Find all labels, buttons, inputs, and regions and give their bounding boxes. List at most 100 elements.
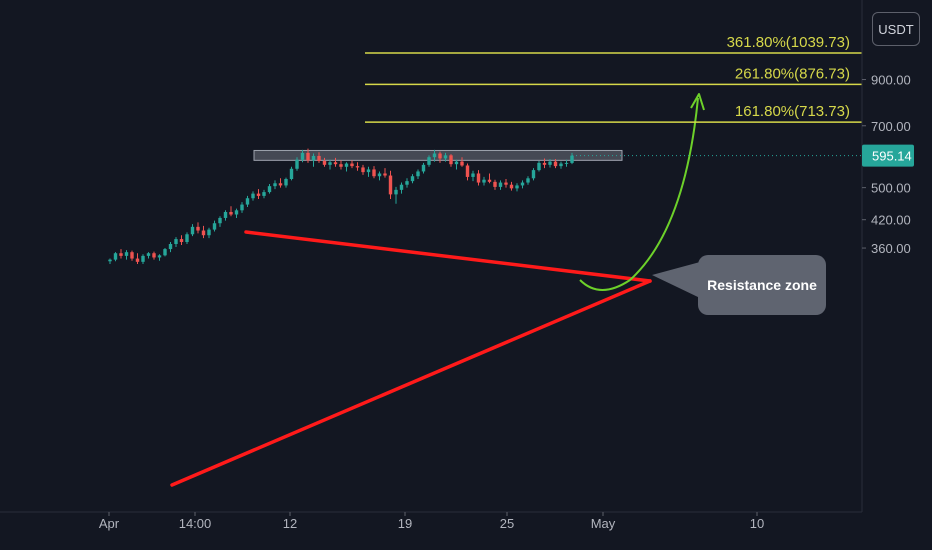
candle-body [498, 182, 503, 187]
candle-body [174, 239, 178, 245]
y-tick-label: 900.00 [871, 73, 911, 88]
candle [350, 160, 354, 169]
candle-body [471, 173, 475, 177]
candle [355, 162, 360, 171]
candle [328, 159, 332, 170]
candle [344, 162, 349, 172]
candle [240, 202, 244, 213]
candle [251, 191, 255, 201]
candle [366, 166, 371, 177]
candle [212, 220, 217, 232]
candle [223, 210, 228, 221]
candle [245, 195, 250, 208]
candle [267, 183, 272, 194]
resistance-zone-box [253, 149, 623, 161]
candle-body [113, 253, 118, 260]
candle-body [443, 155, 448, 159]
candles-layer [108, 148, 574, 265]
candle [509, 181, 514, 191]
candle-body [256, 193, 261, 196]
candle-body [251, 193, 255, 199]
candle [383, 168, 387, 178]
candle-body [509, 184, 514, 189]
candle-body [229, 211, 233, 215]
x-tick-label: Apr [99, 516, 120, 531]
candle [229, 206, 233, 217]
candle-body [542, 162, 547, 165]
candle-body [339, 164, 343, 167]
candle-body [245, 198, 250, 205]
drawings-layer [170, 93, 705, 487]
candle-body [520, 182, 525, 186]
candle [449, 154, 453, 167]
candle [361, 164, 365, 175]
candle [559, 161, 563, 169]
candle-body [438, 153, 442, 159]
candle [416, 169, 420, 180]
axes-layer: 360.00 420.00 500.00 700.00 900.00 Apr 14:00 12… [0, 0, 914, 531]
candle [542, 158, 547, 169]
candle [388, 170, 393, 200]
candle [295, 157, 299, 171]
candle [146, 252, 151, 259]
candle [168, 242, 173, 253]
candle-body [267, 186, 272, 193]
candle [179, 235, 184, 246]
candle-body [328, 162, 332, 165]
candle-body [432, 153, 437, 158]
candle-body [416, 171, 420, 177]
candle-body [388, 175, 393, 195]
candle [284, 177, 288, 188]
candle [377, 171, 382, 181]
candle-body [311, 155, 316, 161]
fib-level-label: 161.80%(713.73) [735, 103, 850, 120]
candle [306, 148, 310, 163]
candle [201, 225, 206, 239]
candle-body [366, 169, 371, 173]
candle-body [223, 211, 228, 218]
candle [152, 251, 156, 260]
last-price-badge [862, 144, 914, 167]
callout-pointer [652, 262, 700, 298]
candle-body [476, 173, 481, 183]
candle [498, 180, 503, 190]
candle-body [465, 165, 470, 177]
candle-body [152, 253, 156, 258]
resistance-zone [253, 149, 623, 161]
y-tick-label: 420.00 [871, 213, 911, 228]
candle-body [179, 239, 184, 243]
candle-body [212, 223, 217, 230]
candle [322, 157, 327, 167]
candle [531, 168, 536, 181]
candle [432, 149, 437, 162]
candle-body [344, 163, 349, 167]
candle-body [564, 162, 569, 164]
currency-button[interactable]: USDT [872, 12, 920, 46]
candle [465, 163, 470, 181]
candle-body [108, 259, 112, 262]
candle [493, 179, 497, 190]
candle-body [548, 161, 552, 165]
candle [196, 222, 200, 234]
candle-body [487, 179, 492, 182]
candle [553, 159, 558, 169]
candle [427, 155, 431, 167]
candle-body [317, 155, 321, 161]
x-tick-label: May [591, 516, 616, 531]
candle [278, 178, 283, 188]
x-tick-label: 25 [500, 516, 514, 531]
candle-body [141, 255, 145, 262]
candle [410, 174, 415, 184]
candle [234, 208, 239, 218]
candle-body [300, 152, 305, 160]
last-price-label: 595.14 [872, 149, 912, 164]
candle-body [570, 155, 574, 163]
candle [526, 176, 530, 185]
candle-body [306, 152, 310, 161]
candle-body [207, 229, 211, 236]
candle-body [350, 163, 354, 167]
upper-trendline [244, 230, 652, 283]
candle [471, 170, 475, 182]
